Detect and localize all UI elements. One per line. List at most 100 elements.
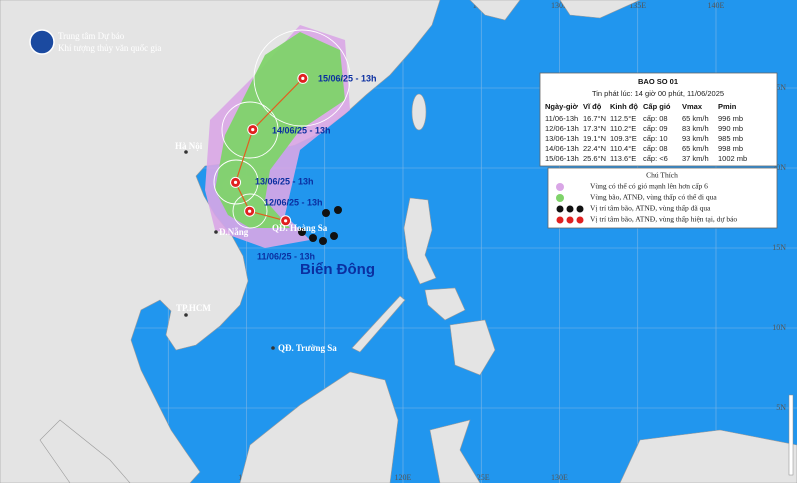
table-cell: cấp: 10 (643, 134, 668, 143)
table-cell: cấp: <6 (643, 154, 668, 163)
table-cell: 13/06-13h (545, 134, 579, 143)
table-cell: 990 mb (718, 124, 743, 133)
table-cell: 93 km/h (682, 134, 709, 143)
table-cell: 14/06-13h (545, 144, 579, 153)
legend-icon (556, 194, 564, 202)
track-label: 12/06/25 - 13h (264, 197, 323, 207)
legend-item: Vị trí tâm bão, ATNĐ, vùng thấp hiện tại… (590, 215, 737, 224)
table-cell: 1002 mb (718, 154, 747, 163)
lat-label: 15N (772, 243, 786, 252)
track (230, 72, 309, 227)
sumatra (39, 419, 131, 483)
legend-box (547, 167, 778, 229)
past-marker (298, 228, 306, 236)
lon-label-top: 140E (708, 1, 725, 10)
city-dot (184, 150, 188, 154)
legend-item: Vị trí tâm bão, ATNĐ, vùng thấp đã qua (590, 204, 711, 213)
column-header: Ngày-giờ (545, 102, 579, 111)
place-label: Đ.Nẵng (219, 227, 249, 237)
place-label: QĐ. Hoàng Sa (272, 223, 328, 233)
table-cell: 113.6°E (610, 154, 636, 163)
taiwan (411, 93, 427, 131)
table-cell: 37 km/h (682, 154, 709, 163)
place-label: Hà Nội (175, 141, 203, 151)
lat-label: 5N (776, 403, 786, 412)
lat-label: 10N (772, 323, 786, 332)
column-header: Pmin (718, 102, 737, 111)
table-cell: 985 mb (718, 134, 743, 143)
circle (253, 29, 351, 127)
circle (232, 193, 268, 229)
table-cell: 83 km/h (682, 124, 709, 133)
table-cell: 112.5°E (610, 114, 636, 123)
info-table: Ngày-giờ Vĩ độ Kinh độ Cấp gió Vmax Pmin 11/06… (545, 102, 747, 163)
table-cell: 25.6°N (583, 154, 606, 163)
lat-label: 20N (772, 163, 786, 172)
column-header: Vmax (682, 102, 703, 111)
table-cell: 110.2°E (610, 124, 636, 133)
column-header: Cấp gió (643, 102, 671, 111)
new-guinea (619, 429, 797, 483)
table-cell: 15/06-13h (545, 154, 579, 163)
city-dot (214, 230, 218, 234)
place-label: QĐ. Trường Sa (278, 343, 337, 353)
table-cell: 109.3°E (610, 134, 637, 143)
table-cell: 16.7°N (583, 114, 606, 123)
lon-label-top: 135E (629, 1, 646, 10)
korea-japan (469, 0, 641, 21)
table-cell: cấp: 08 (643, 114, 668, 123)
table-cell: 17.3°N (583, 124, 606, 133)
place-label: TP.HCM (176, 303, 211, 313)
past-marker (309, 234, 317, 242)
info-issued: Tin phát lúc: 14 giờ 00 phút, 11/06/2025 (592, 89, 724, 98)
storm-eye (251, 128, 255, 132)
column-header: Vĩ độ (583, 102, 602, 111)
info-box (539, 72, 778, 167)
table-cell: 19.1°N (583, 134, 606, 143)
storm-eye (233, 180, 238, 184)
track-label: 11/06/25 - 13h (257, 251, 315, 261)
legend-item: Vùng có thể có gió mạnh lên hơn cấp 6 (590, 182, 708, 191)
circle (221, 101, 279, 159)
table-cell: cấp: 09 (643, 124, 668, 133)
table-cell: 65 km/h (682, 144, 709, 153)
table-cell: 11/06-13h (545, 114, 578, 123)
track-label: 14/06/25 - 13h (272, 125, 331, 135)
storm-eye (248, 209, 252, 213)
past-marker (334, 206, 342, 214)
past-positions (298, 206, 342, 245)
palawan (351, 295, 406, 353)
column-header: Kinh độ (610, 102, 638, 111)
track-label: 15/06/25 - 13h (318, 73, 377, 83)
table-cell: 998 mb (718, 144, 743, 153)
storm-eye (284, 219, 288, 223)
past-marker (322, 209, 330, 217)
luzon (403, 197, 437, 285)
sea-label: Biển Đông (300, 261, 375, 278)
past-marker (319, 237, 327, 245)
table-cell: cấp: 08 (643, 144, 668, 153)
table-cell: 12/06-13h (545, 124, 579, 133)
legend-icon (556, 205, 584, 213)
lat-label: 25N (772, 83, 786, 92)
table-cell: 22.4°N (583, 144, 606, 153)
lon-label-bottom: 130E (551, 473, 568, 482)
legend-item: Vùng bão, ATNĐ, vùng thấp có thể đi qua (590, 193, 717, 202)
track-label: 13/06/25 - 13h (255, 176, 314, 186)
lon-label-top: 130E (551, 1, 568, 10)
scale-bar (788, 394, 794, 476)
circle (213, 159, 259, 205)
info-title: BAO SO 01 (638, 77, 678, 86)
mindanao (449, 319, 496, 376)
city-dot (184, 313, 188, 317)
city-dot (271, 346, 275, 350)
forecast-circles (213, 29, 351, 229)
borneo (239, 371, 399, 483)
legend-title: Chú Thích (646, 171, 678, 180)
track-cone (215, 32, 345, 228)
past-marker (330, 232, 338, 240)
storm-eye (301, 76, 305, 80)
lon-label-bottom: 120E (395, 473, 412, 482)
legend-icon (556, 216, 584, 224)
